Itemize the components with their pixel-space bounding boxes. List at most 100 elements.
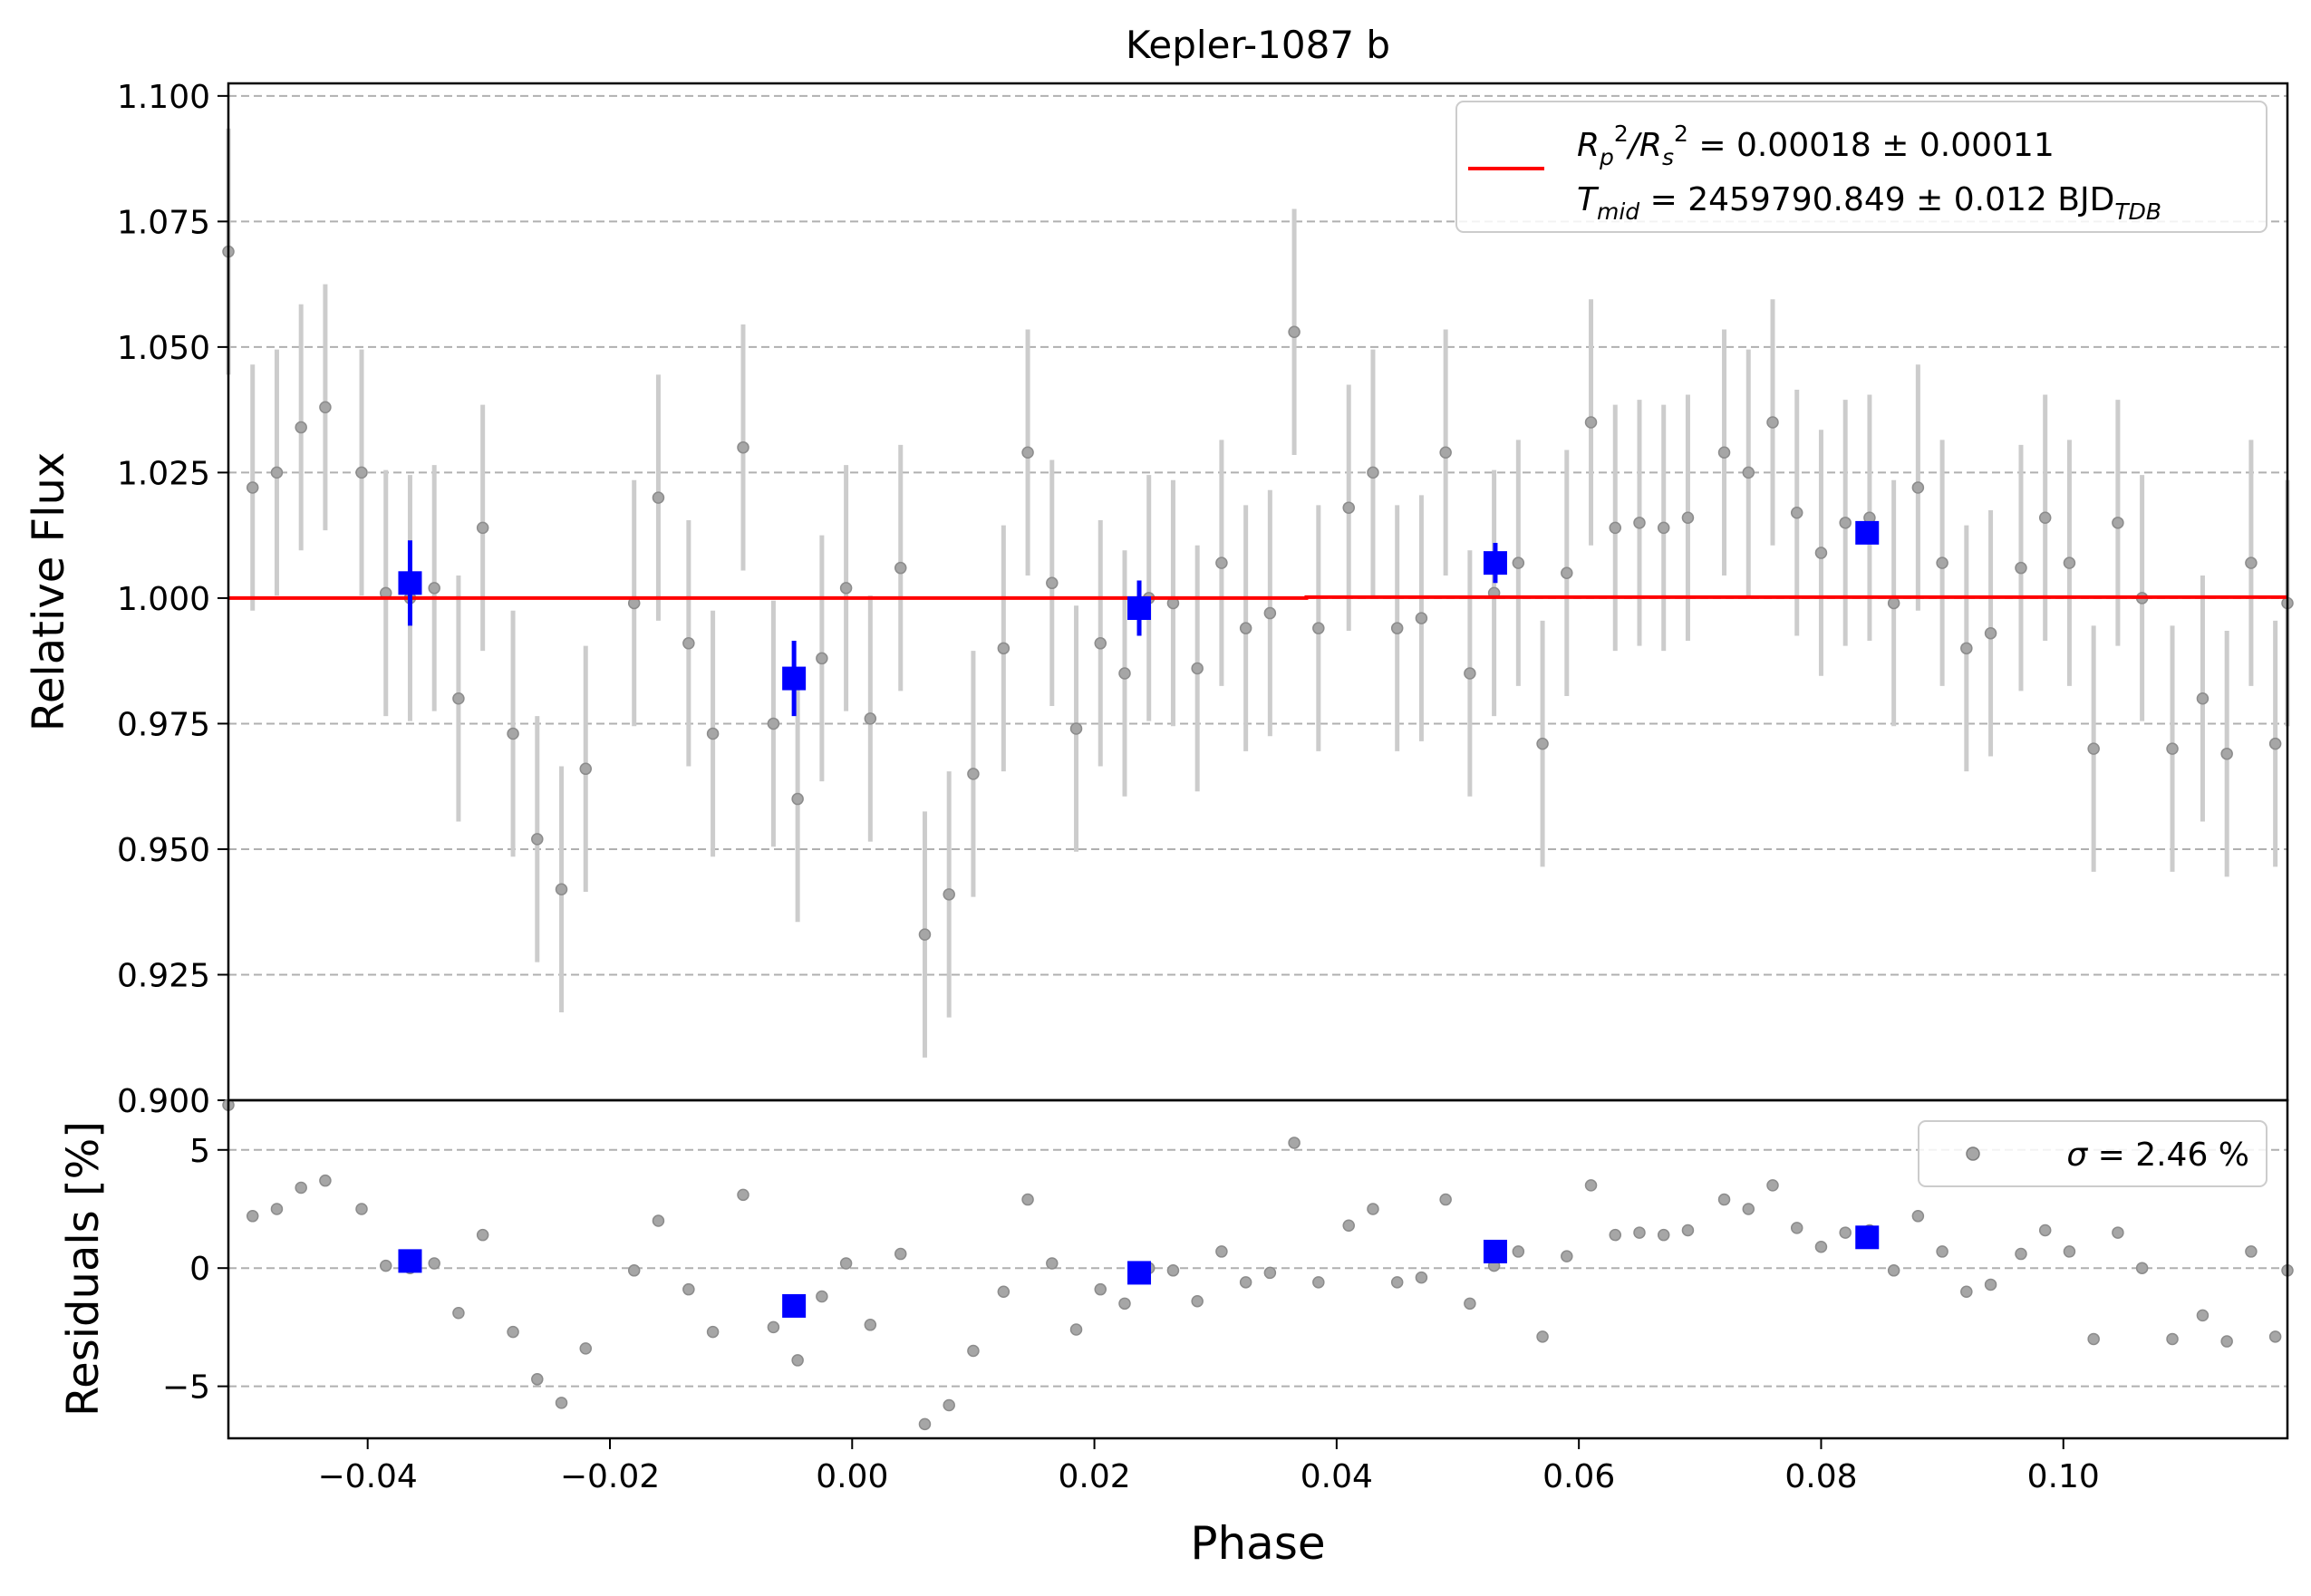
flux-raw-point (476, 521, 489, 535)
chart-title: Kepler-1087 b (1126, 23, 1390, 67)
flux-raw-point (246, 481, 259, 494)
residuals-raw-point (1561, 1250, 1573, 1262)
flux-raw-point (1960, 642, 1973, 655)
residuals-axes-frame (227, 1098, 2289, 1440)
residuals-raw-point (894, 1247, 907, 1261)
residuals-raw-point (1464, 1297, 1476, 1311)
residuals-raw-point (531, 1373, 544, 1386)
depth-symbol-rs: /R (1626, 127, 1662, 164)
flux-raw-point (2063, 556, 2076, 569)
residuals-raw-point (1742, 1203, 1755, 1215)
flux-raw-point (1263, 606, 1277, 620)
flux-raw-point (918, 928, 932, 941)
residuals-raw-point (682, 1282, 695, 1296)
flux-raw-point (652, 491, 665, 504)
flux-y-tick-label: 1.075 (117, 204, 210, 241)
residuals-raw-point (1415, 1271, 1428, 1284)
residuals-raw-point (1288, 1137, 1301, 1149)
residuals-raw-point (579, 1342, 593, 1355)
residuals-panel: −505 −0.04 −0.02 0.00 0.02 0.04 0.06 0.08 0.10 … (58, 1098, 2294, 1570)
flux-raw-point (428, 582, 440, 595)
flux-binned-points (398, 520, 1880, 717)
flux-raw-point (1936, 556, 1948, 569)
residuals-raw-point (2135, 1262, 2149, 1274)
residuals-raw-point (1118, 1297, 1131, 1311)
flux-raw-point (319, 401, 332, 414)
residuals-raw-point (1681, 1224, 1695, 1237)
flux-raw-point (270, 466, 284, 479)
x-tick-label: 0.00 (816, 1458, 888, 1495)
x-tick-label: 0.02 (1058, 1458, 1130, 1495)
residuals-raw-point (737, 1188, 749, 1202)
residuals-raw-point (1367, 1203, 1379, 1215)
flux-y-tick-label: 1.025 (117, 455, 210, 492)
flux-raw-point (1561, 566, 1573, 579)
residuals-raw-point (1094, 1282, 1107, 1296)
residuals-raw-point (555, 1397, 568, 1409)
residuals-raw-point (2268, 1330, 2282, 1343)
flux-raw-point (2268, 737, 2282, 750)
flux-raw-point (1584, 416, 1598, 429)
residuals-y-ticks: −5 0 5 (162, 1133, 228, 1407)
residuals-raw-point (1936, 1245, 1948, 1258)
x-axis-label: Phase (1190, 1517, 1325, 1570)
residuals-raw-point (2015, 1247, 2027, 1261)
residuals-legend: σ = 2.46 % (1918, 1120, 2267, 1187)
flux-raw-point (1766, 416, 1779, 429)
residuals-raw-point (1069, 1323, 1083, 1336)
residuals-raw-point (476, 1228, 489, 1242)
flux-raw-point (864, 712, 877, 725)
residuals-raw-point (2245, 1245, 2258, 1258)
residuals-raw-point (816, 1290, 828, 1303)
residuals-y-tick-label: −5 (162, 1369, 210, 1407)
flux-binned-point (1483, 551, 1507, 576)
residuals-raw-point (1960, 1285, 1973, 1299)
flux-y-axis-label: Relative Flux (24, 452, 74, 732)
sigma-value: = 2.46 % (2087, 1137, 2249, 1174)
flux-raw-point (791, 792, 804, 806)
residuals-raw-point (355, 1203, 368, 1215)
residuals-raw-point (1657, 1228, 1670, 1242)
flux-raw-point (767, 717, 780, 730)
residuals-y-axis-label: Residuals [%] (58, 1121, 109, 1417)
residuals-raw-point (428, 1257, 440, 1270)
residuals-raw-point (1790, 1222, 1803, 1234)
x-tick-label: 0.04 (1301, 1458, 1373, 1495)
flux-legend-box (1455, 101, 2267, 233)
residuals-legend-marker (1966, 1146, 1980, 1161)
flux-raw-points (222, 245, 2294, 941)
flux-raw-point (1609, 521, 1622, 535)
flux-raw-point (967, 768, 980, 780)
residuals-binned-point (1483, 1239, 1507, 1263)
residuals-binned-point (1127, 1261, 1152, 1285)
flux-raw-point (1814, 547, 1828, 559)
sigma-symbol: σ (2066, 1137, 2088, 1174)
flux-raw-point (1790, 506, 1803, 519)
flux-raw-point (943, 888, 955, 901)
flux-raw-point (1046, 576, 1059, 590)
tmid-value: = 2459790.849 ± 0.012 BJD (1639, 181, 2114, 218)
flux-raw-point (1464, 667, 1476, 680)
residuals-raw-point (1717, 1193, 1731, 1206)
residuals-raw-point (997, 1285, 1010, 1299)
residuals-raw-point (1887, 1264, 1900, 1277)
residuals-raw-point (839, 1257, 853, 1270)
x-tick-label: −0.02 (560, 1458, 660, 1495)
residuals-raw-point (2087, 1332, 2100, 1346)
flux-legend-depth-entry: Rp2/Rs2 = 0.00018 ± 0.00011 (1577, 121, 2055, 170)
flux-raw-point (1984, 626, 1997, 640)
residuals-raw-point (452, 1307, 465, 1320)
residuals-raw-point (379, 1259, 392, 1272)
residuals-binned-point (782, 1293, 807, 1318)
residuals-raw-point (1021, 1193, 1034, 1206)
residuals-raw-point (627, 1264, 641, 1277)
flux-binned-point (1127, 596, 1152, 621)
residuals-raw-point (295, 1181, 307, 1195)
residuals-raw-point (1263, 1266, 1277, 1280)
residuals-raw-point (319, 1174, 332, 1187)
residuals-raw-point (1512, 1245, 1525, 1258)
flux-raw-point (997, 642, 1010, 655)
residuals-raw-point (1984, 1278, 1997, 1291)
depth-sub-p: p (1599, 144, 1614, 170)
